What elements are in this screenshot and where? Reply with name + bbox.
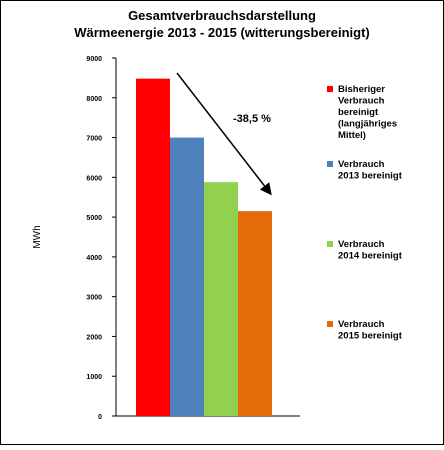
legend-label-3: 2014 bereinigt bbox=[338, 251, 403, 262]
legend-swatch-4 bbox=[327, 321, 333, 327]
y-tick-label: 8000 bbox=[86, 96, 102, 103]
y-tick-label: 5000 bbox=[86, 215, 102, 222]
legend-label-3: Verbrauch bbox=[338, 239, 385, 250]
percent-change-annotation: -38,5 % bbox=[233, 113, 271, 125]
y-tick-label: 1000 bbox=[86, 374, 102, 381]
legend: BisherigerVerbrauchbereinigt(langjährige… bbox=[327, 84, 403, 342]
legend-label-1: Mittel) bbox=[338, 130, 366, 141]
legend-label-1: Verbrauch bbox=[338, 96, 385, 107]
bar-series-4 bbox=[238, 211, 272, 416]
plot-area: 0 1000 2000 3000 4000 5000 6000 7000 8000 9000 MWh… bbox=[32, 56, 300, 421]
chart-subtitle: Wärmeenergie 2013 - 2015 (witterungsbere… bbox=[74, 25, 369, 40]
bar-series-1 bbox=[136, 78, 170, 416]
chart-title: Gesamtverbrauchsdarstellung bbox=[128, 8, 316, 23]
legend-label-1: Bisheriger bbox=[338, 84, 385, 95]
bar-series-3 bbox=[204, 182, 238, 416]
y-tick-label: 2000 bbox=[86, 334, 102, 341]
legend-label-2: 2013 bereinigt bbox=[338, 171, 403, 182]
y-tick-label: 4000 bbox=[86, 255, 102, 262]
y-tick-label: 9000 bbox=[86, 56, 102, 63]
legend-label-4: 2015 bereinigt bbox=[338, 331, 403, 342]
legend-label-1: (langjähriges bbox=[338, 119, 397, 130]
y-tick-label: 6000 bbox=[86, 175, 102, 182]
bar-series-2 bbox=[170, 137, 204, 417]
legend-label-1: bereinigt bbox=[338, 107, 379, 118]
legend-swatch-3 bbox=[327, 241, 333, 247]
y-tick-label: 7000 bbox=[86, 136, 102, 143]
legend-swatch-1 bbox=[327, 86, 333, 92]
decrease-arrow bbox=[176, 72, 272, 196]
legend-label-4: Verbrauch bbox=[338, 319, 385, 330]
legend-swatch-2 bbox=[327, 161, 333, 167]
y-tick-label: 3000 bbox=[86, 295, 102, 302]
y-tick-label: 0 bbox=[98, 414, 102, 421]
y-axis-label: MWh bbox=[32, 225, 43, 248]
legend-label-2: Verbrauch bbox=[338, 159, 385, 170]
